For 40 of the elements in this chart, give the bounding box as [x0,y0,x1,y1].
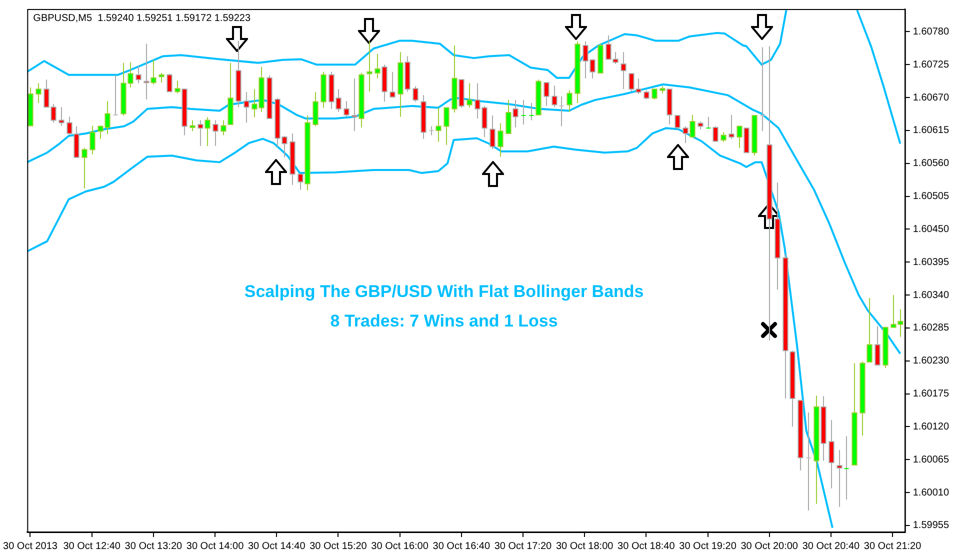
x-tick-label: 30 Oct 12:40 [63,540,121,552]
y-tick-label: 1.60230 [912,356,950,367]
y-tick-label: 1.60340 [912,290,950,301]
x-tick-label: 30 Oct 14:00 [186,540,244,552]
y-tick-label: 1.60395 [912,256,950,268]
x-tick-label: 30 Oct 20:40 [802,540,860,552]
candlestick [520,99,526,125]
y-tick-label: 1.60065 [912,454,950,466]
y-tick-label: 1.60010 [912,487,950,498]
x-tick-label: 30 Oct 19:20 [679,540,737,552]
candlestick [558,96,564,127]
x-tick-label: 30 Oct 16:00 [371,540,429,552]
annotation: Scalping The GBP/USD With Flat Bollinger Bands [244,282,644,302]
candlestick [760,46,766,132]
y-tick-label: 1.60450 [912,224,950,235]
x-tick-label: 30 Oct 13:20 [124,540,182,552]
candlestick [806,412,812,511]
candlestick [528,102,534,121]
x-tick-label: 30 Oct 2013 [3,540,58,552]
x-tick-label: 30 Oct 14:40 [248,540,306,552]
x-tick-label: 30 Oct 15:20 [310,540,368,552]
x-tick-label: 30 Oct 18:40 [618,540,676,552]
annotation: 8 Trades: 7 Wins and 1 Loss [330,311,558,330]
x-tick-label: 30 Oct 20:00 [740,540,798,552]
y-tick-label: 1.60120 [912,421,950,432]
y-tick-label: 1.60505 [912,191,950,202]
y-tick-label: 1.60780 [912,26,950,38]
y-tick-label: 1.59955 [912,520,950,532]
candlestick [112,74,118,116]
y-tick-label: 1.60175 [912,388,950,400]
y-tick-label: 1.60725 [912,59,950,70]
y-tick-label: 1.60670 [912,92,950,104]
x-tick-label: 30 Oct 16:40 [432,540,490,552]
x-tick-label: 30 Oct 17:20 [494,540,552,552]
y-tick-label: 1.60615 [912,125,950,136]
chart-title: GBPUSD,M5 1.59240 1.59251 1.59172 1.59223 [33,12,251,24]
y-tick-label: 1.60560 [912,158,950,170]
x-tick-label: 30 Oct 18:00 [556,540,614,552]
y-tick-label: 1.60285 [912,322,950,334]
x-tick-label: 30 Oct 21:20 [864,540,922,552]
